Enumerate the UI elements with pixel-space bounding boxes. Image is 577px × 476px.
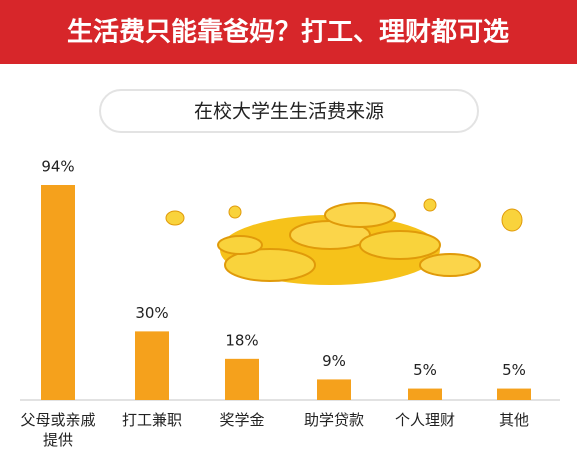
value-label: 94%: [41, 158, 74, 176]
category-label: 奖学金: [219, 411, 265, 429]
bar: [317, 379, 351, 400]
category-label: 个人理财: [394, 411, 455, 429]
bar: [135, 331, 169, 400]
value-label: 30%: [135, 304, 168, 322]
value-label: 18%: [225, 331, 258, 349]
value-label: 5%: [502, 361, 526, 379]
chart-title: 生活费只能靠爸妈？打工、理财都可选: [67, 17, 509, 48]
title-banner: [0, 0, 577, 64]
category-label: 助学贷款: [303, 411, 364, 429]
bar: [41, 185, 75, 400]
coins-decoration: [165, 198, 523, 285]
bar: [408, 388, 442, 400]
subtitle-pill: [99, 89, 479, 133]
category-label: 父母或亲戚提供: [20, 411, 96, 449]
bar: [225, 358, 259, 400]
category-label: 打工兼职: [121, 411, 182, 429]
category-label: 其他: [498, 411, 529, 429]
value-label: 5%: [413, 361, 437, 379]
chart-subtitle: 在校大学生生活费来源: [194, 101, 384, 123]
bar: [497, 388, 531, 400]
value-label: 9%: [322, 352, 346, 370]
